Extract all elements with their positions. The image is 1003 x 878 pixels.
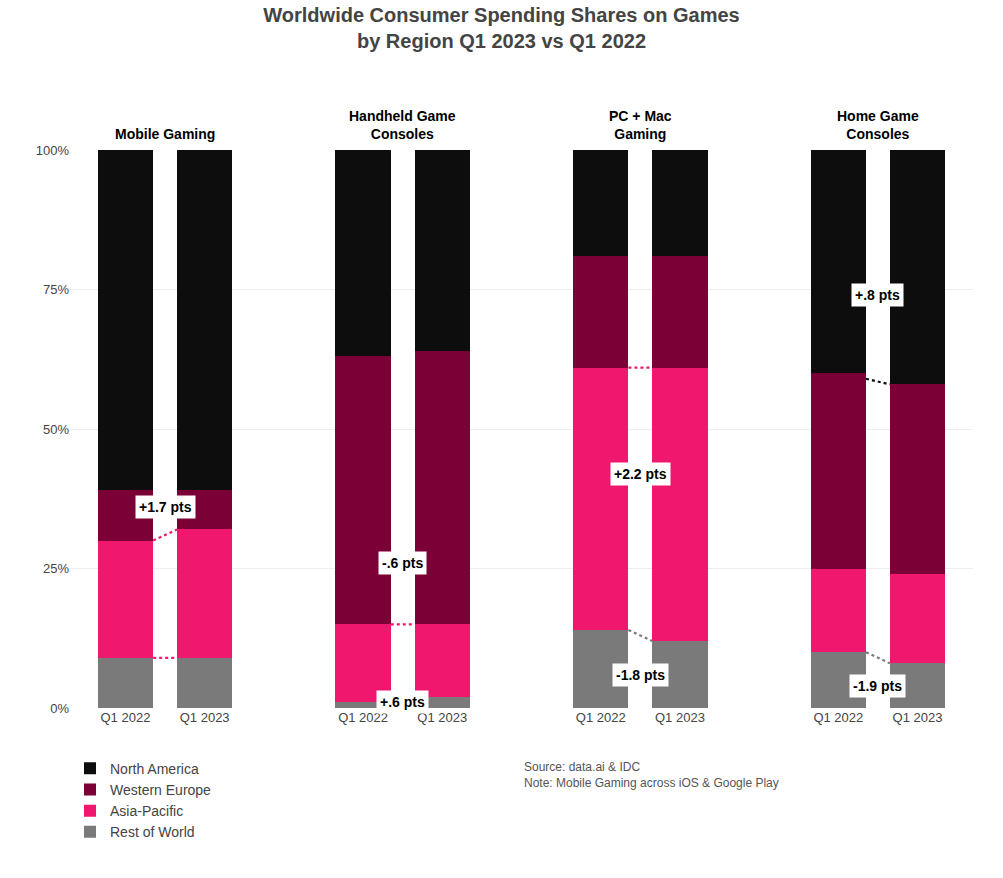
svg-text:Q1 2022: Q1 2022 [338,710,388,725]
svg-text:+2.2 pts: +2.2 pts [614,466,667,482]
svg-text:100%: 100% [36,143,70,158]
svg-text:+1.7 pts: +1.7 pts [139,499,192,515]
svg-text:Q1 2023: Q1 2023 [417,710,467,725]
svg-text:Western Europe: Western Europe [110,782,211,798]
svg-text:Rest of World: Rest of World [110,824,195,840]
svg-text:Home GameConsoles: Home GameConsoles [837,108,919,142]
svg-text:50%: 50% [43,422,69,437]
svg-text:+.8 pts: +.8 pts [855,287,900,303]
svg-text:Source: data.ai & IDCNote: Mob: Source: data.ai & IDCNote: Mobile Gaming… [524,760,779,790]
svg-text:Q1 2023: Q1 2023 [180,710,230,725]
svg-text:Q1 2023: Q1 2023 [893,710,943,725]
svg-text:Handheld GameConsoles: Handheld GameConsoles [349,108,456,142]
svg-text:Mobile Gaming: Mobile Gaming [115,126,215,142]
svg-text:Worldwide Consumer Spending Sh: Worldwide Consumer Spending Shares on Ga… [263,4,739,52]
svg-text:North America: North America [110,761,199,777]
svg-text:75%: 75% [43,282,69,297]
svg-text:Asia-Pacific: Asia-Pacific [110,803,183,819]
svg-text:-1.8 pts: -1.8 pts [616,667,665,683]
svg-text:Q1 2022: Q1 2022 [813,710,863,725]
svg-text:Q1 2023: Q1 2023 [655,710,705,725]
svg-text:Q1 2022: Q1 2022 [101,710,151,725]
svg-text:Q1 2022: Q1 2022 [576,710,626,725]
svg-text:-.6 pts: -.6 pts [382,555,423,571]
svg-text:PC + MacGaming: PC + MacGaming [609,108,672,142]
svg-text:0%: 0% [50,701,69,716]
svg-text:25%: 25% [43,561,69,576]
svg-text:-1.9 pts: -1.9 pts [853,678,902,694]
svg-text:+.6 pts: +.6 pts [380,694,425,710]
